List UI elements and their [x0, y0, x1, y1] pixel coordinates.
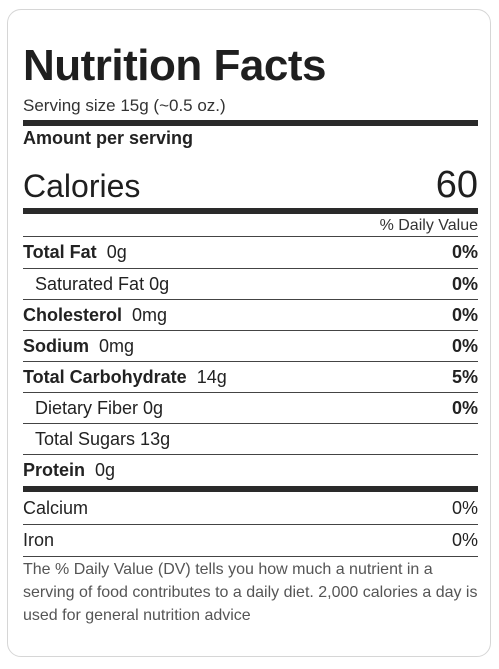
nutrient-name: Dietary Fiber 0g: [35, 398, 164, 418]
mineral-dv: 0%: [451, 498, 478, 518]
row-divider: [23, 268, 478, 269]
row-divider: [23, 423, 478, 424]
nutrient-row-saturated-fat: Saturated Fat 0g 0%: [23, 269, 478, 300]
nutrient-row-total-carbohydrate: Total Carbohydrate 14g 5%: [23, 362, 478, 393]
row-divider: [23, 454, 478, 455]
nutrient-name: Saturated Fat 0g: [35, 274, 170, 294]
nutrient-name: Total Carbohydrate: [23, 367, 187, 387]
nutrient-amount: 0mg: [99, 336, 135, 356]
nutrient-name: Total Sugars 13g: [35, 429, 171, 449]
nutrient-amount: 0g: [95, 460, 116, 480]
daily-value-footnote: The % Daily Value (DV) tells you how muc…: [23, 561, 478, 624]
nutrition-facts-card: Nutrition Facts Serving size 15g (~0.5 o…: [7, 9, 491, 657]
mineral-row-calcium: Calcium 0%: [23, 493, 478, 524]
nutrient-dv: 0%: [451, 274, 478, 294]
nutrient-row-sodium: Sodium 0mg 0%: [23, 331, 478, 362]
nutrient-dv: 0%: [451, 242, 478, 262]
nutrient-dv: 0%: [451, 336, 478, 356]
serving-size: Serving size 15g (~0.5 oz.): [23, 96, 226, 115]
row-divider: [23, 299, 478, 300]
calories-value: 60: [435, 164, 478, 206]
nutrient-amount: 0mg: [132, 305, 168, 325]
nutrient-name: Protein: [23, 460, 86, 480]
nutrient-row-protein: Protein 0g: [23, 455, 478, 486]
nutrient-row-total-sugars: Total Sugars 13g: [23, 424, 478, 455]
label-title: Nutrition Facts: [23, 41, 326, 90]
nutrient-name: Sodium: [23, 336, 89, 356]
nutrient-amount: 0g: [106, 242, 127, 262]
row-divider: [23, 556, 478, 557]
nutrient-amount: 14g: [196, 367, 227, 387]
nutrient-row-total-fat: Total Fat 0g 0%: [23, 237, 478, 268]
nutrient-dv: 0%: [451, 305, 478, 325]
mineral-row-iron: Iron 0%: [23, 525, 478, 556]
mineral-name: Iron: [23, 530, 55, 550]
nutrient-dv: 0%: [451, 398, 478, 418]
row-divider: [23, 392, 478, 393]
nutrient-name: Cholesterol: [23, 305, 123, 325]
thick-divider: [23, 208, 478, 214]
thick-divider: [23, 120, 478, 126]
mineral-dv: 0%: [451, 530, 478, 550]
amount-per-serving: Amount per serving: [23, 128, 194, 148]
row-divider: [23, 236, 478, 237]
calories-label: Calories: [23, 168, 141, 204]
nutrient-dv: 5%: [451, 367, 478, 387]
mineral-name: Calcium: [23, 498, 89, 518]
nutrient-row-cholesterol: Cholesterol 0mg 0%: [23, 300, 478, 331]
nutrient-name: Total Fat: [23, 242, 97, 262]
nutrient-row-dietary-fiber: Dietary Fiber 0g 0%: [23, 393, 478, 424]
row-divider: [23, 330, 478, 331]
thick-divider: [23, 486, 478, 492]
daily-value-header: % Daily Value: [379, 217, 478, 234]
row-divider: [23, 524, 478, 525]
row-divider: [23, 361, 478, 362]
